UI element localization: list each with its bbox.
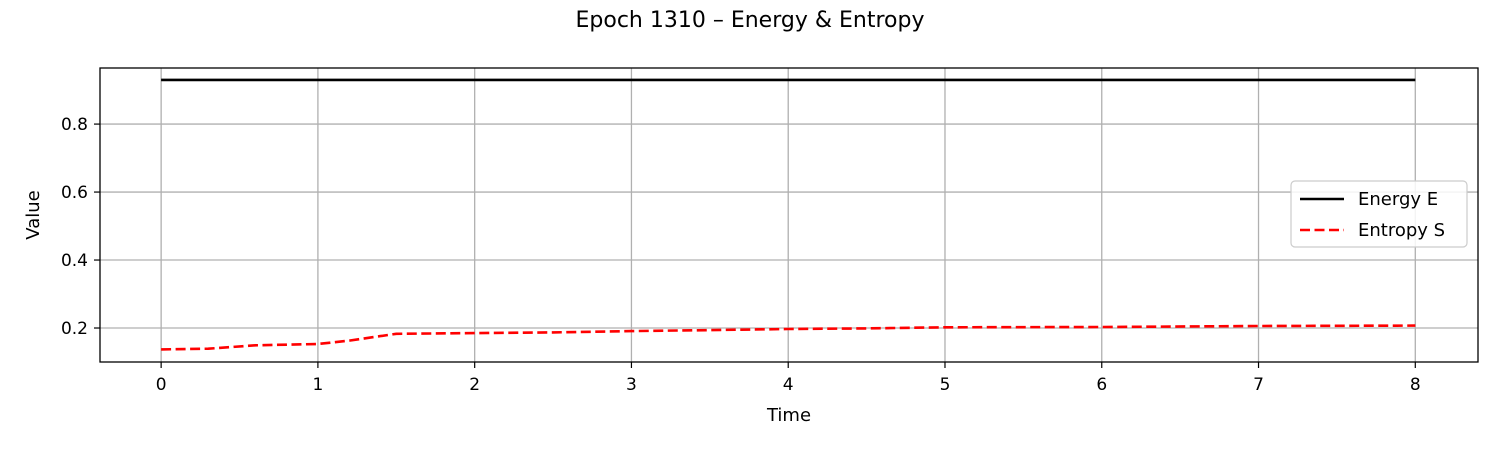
x-axis: 0 1 2 3 4 5 6 7 8	[156, 362, 1421, 395]
series-group	[161, 78, 1416, 351]
series-line-1	[161, 324, 1416, 351]
x-tick-label: 0	[156, 375, 167, 395]
x-tick-label: 7	[1253, 375, 1264, 395]
x-axis-label: Time	[766, 405, 811, 426]
y-axis: 0.2 0.4 0.6 0.8	[61, 115, 100, 339]
x-tick-label: 4	[783, 375, 794, 395]
x-tick-label: 6	[1096, 375, 1107, 395]
x-tick-label: 1	[312, 375, 323, 395]
y-axis-label: Value	[23, 190, 44, 239]
x-tick-label: 2	[469, 375, 480, 395]
legend-entry-1: Entropy S	[1358, 220, 1445, 241]
x-tick-label: 3	[626, 375, 637, 395]
y-tick-label: 0.8	[61, 115, 88, 135]
plot-frame	[99, 67, 1479, 363]
y-tick-label: 0.6	[61, 183, 88, 203]
grid	[100, 68, 1478, 362]
y-tick-label: 0.2	[61, 319, 88, 339]
chart-title: Epoch 1310 – Energy & Entropy	[576, 8, 925, 33]
x-tick-label: 5	[940, 375, 951, 395]
legend-entry-0: Energy E	[1358, 189, 1438, 210]
y-tick-label: 0.4	[61, 251, 88, 271]
x-tick-label: 8	[1410, 375, 1421, 395]
legend: Energy E Entropy S	[1290, 180, 1468, 248]
